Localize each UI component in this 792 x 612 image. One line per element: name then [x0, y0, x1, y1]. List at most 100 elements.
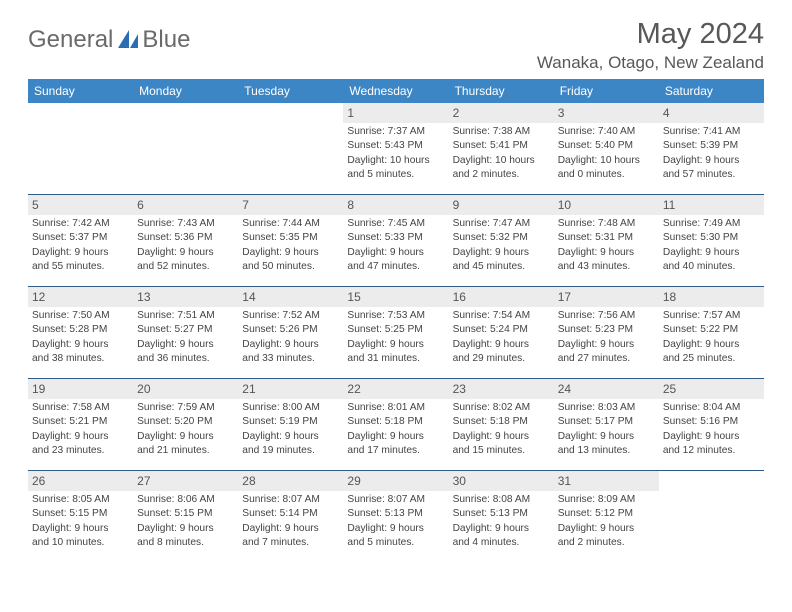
day-number: 30 — [449, 471, 554, 491]
day-number: 7 — [238, 195, 343, 215]
day-info: Sunrise: 8:02 AMSunset: 5:18 PMDaylight:… — [453, 401, 550, 458]
calendar-grid: Sunday Monday Tuesday Wednesday Thursday… — [28, 79, 764, 563]
day-info: Sunrise: 7:47 AMSunset: 5:32 PMDaylight:… — [453, 217, 550, 274]
day-number: 10 — [554, 195, 659, 215]
info-line: and 33 minutes. — [242, 352, 339, 366]
calendar-cell: 8Sunrise: 7:45 AMSunset: 5:33 PMDaylight… — [343, 195, 448, 287]
info-line: Sunset: 5:28 PM — [32, 323, 129, 337]
info-line: and 2 minutes. — [453, 168, 550, 182]
info-line: and 13 minutes. — [558, 444, 655, 458]
day-header: Tuesday — [238, 79, 343, 103]
day-info: Sunrise: 7:59 AMSunset: 5:20 PMDaylight:… — [137, 401, 234, 458]
day-info: Sunrise: 7:44 AMSunset: 5:35 PMDaylight:… — [242, 217, 339, 274]
info-line: Sunrise: 7:45 AM — [347, 217, 444, 231]
day-number: 23 — [449, 379, 554, 399]
info-line: Daylight: 9 hours — [137, 522, 234, 536]
calendar-cell: 4Sunrise: 7:41 AMSunset: 5:39 PMDaylight… — [659, 103, 764, 195]
info-line: Daylight: 9 hours — [453, 246, 550, 260]
info-line: Sunset: 5:36 PM — [137, 231, 234, 245]
info-line: and 36 minutes. — [137, 352, 234, 366]
calendar-cell: 23Sunrise: 8:02 AMSunset: 5:18 PMDayligh… — [449, 379, 554, 471]
day-header: Friday — [554, 79, 659, 103]
info-line: Sunrise: 7:51 AM — [137, 309, 234, 323]
info-line: Daylight: 9 hours — [32, 430, 129, 444]
month-title: May 2024 — [537, 18, 764, 51]
day-info: Sunrise: 7:45 AMSunset: 5:33 PMDaylight:… — [347, 217, 444, 274]
info-line: Daylight: 9 hours — [242, 430, 339, 444]
info-line: Sunrise: 7:49 AM — [663, 217, 760, 231]
info-line: Daylight: 9 hours — [663, 430, 760, 444]
info-line: Sunrise: 8:02 AM — [453, 401, 550, 415]
day-header-row: Sunday Monday Tuesday Wednesday Thursday… — [28, 79, 764, 103]
calendar-cell: 31Sunrise: 8:09 AMSunset: 5:12 PMDayligh… — [554, 471, 659, 563]
day-number: 24 — [554, 379, 659, 399]
day-number: 20 — [133, 379, 238, 399]
location-label: Wanaka, Otago, New Zealand — [537, 53, 764, 73]
day-number: 12 — [28, 287, 133, 307]
info-line: Daylight: 9 hours — [453, 522, 550, 536]
info-line: and 47 minutes. — [347, 260, 444, 274]
calendar-cell: 16Sunrise: 7:54 AMSunset: 5:24 PMDayligh… — [449, 287, 554, 379]
day-number: 15 — [343, 287, 448, 307]
calendar-cell: 7Sunrise: 7:44 AMSunset: 5:35 PMDaylight… — [238, 195, 343, 287]
info-line: Sunset: 5:25 PM — [347, 323, 444, 337]
info-line: Sunrise: 7:42 AM — [32, 217, 129, 231]
info-line: and 25 minutes. — [663, 352, 760, 366]
info-line: Sunrise: 7:44 AM — [242, 217, 339, 231]
calendar-cell: 22Sunrise: 8:01 AMSunset: 5:18 PMDayligh… — [343, 379, 448, 471]
calendar-cell: 9Sunrise: 7:47 AMSunset: 5:32 PMDaylight… — [449, 195, 554, 287]
info-line: Daylight: 9 hours — [663, 338, 760, 352]
info-line: Sunrise: 7:37 AM — [347, 125, 444, 139]
info-line: and 15 minutes. — [453, 444, 550, 458]
day-info: Sunrise: 8:09 AMSunset: 5:12 PMDaylight:… — [558, 493, 655, 550]
info-line: Sunrise: 8:05 AM — [32, 493, 129, 507]
info-line: Daylight: 9 hours — [137, 338, 234, 352]
day-info: Sunrise: 8:07 AMSunset: 5:13 PMDaylight:… — [347, 493, 444, 550]
day-info: Sunrise: 7:49 AMSunset: 5:30 PMDaylight:… — [663, 217, 760, 274]
info-line: Sunrise: 8:08 AM — [453, 493, 550, 507]
calendar-cell: 5Sunrise: 7:42 AMSunset: 5:37 PMDaylight… — [28, 195, 133, 287]
calendar-cell — [659, 471, 764, 563]
info-line: Daylight: 9 hours — [242, 246, 339, 260]
day-info: Sunrise: 7:42 AMSunset: 5:37 PMDaylight:… — [32, 217, 129, 274]
day-info: Sunrise: 8:07 AMSunset: 5:14 PMDaylight:… — [242, 493, 339, 550]
day-number: 29 — [343, 471, 448, 491]
info-line: Sunrise: 8:00 AM — [242, 401, 339, 415]
calendar-week: 5Sunrise: 7:42 AMSunset: 5:37 PMDaylight… — [28, 195, 764, 287]
info-line: Sunset: 5:37 PM — [32, 231, 129, 245]
day-info: Sunrise: 7:40 AMSunset: 5:40 PMDaylight:… — [558, 125, 655, 182]
info-line: Sunrise: 8:03 AM — [558, 401, 655, 415]
day-number: 11 — [659, 195, 764, 215]
day-number: 17 — [554, 287, 659, 307]
info-line: and 4 minutes. — [453, 536, 550, 550]
info-line: Sunrise: 7:59 AM — [137, 401, 234, 415]
calendar-cell: 6Sunrise: 7:43 AMSunset: 5:36 PMDaylight… — [133, 195, 238, 287]
info-line: Sunrise: 7:56 AM — [558, 309, 655, 323]
info-line: and 2 minutes. — [558, 536, 655, 550]
calendar-cell: 27Sunrise: 8:06 AMSunset: 5:15 PMDayligh… — [133, 471, 238, 563]
day-info: Sunrise: 7:38 AMSunset: 5:41 PMDaylight:… — [453, 125, 550, 182]
info-line: and 43 minutes. — [558, 260, 655, 274]
info-line: Sunrise: 7:47 AM — [453, 217, 550, 231]
info-line: Sunset: 5:33 PM — [347, 231, 444, 245]
info-line: and 21 minutes. — [137, 444, 234, 458]
info-line: Daylight: 9 hours — [347, 246, 444, 260]
info-line: and 17 minutes. — [347, 444, 444, 458]
info-line: and 7 minutes. — [242, 536, 339, 550]
calendar-cell — [133, 103, 238, 195]
info-line: Daylight: 9 hours — [663, 154, 760, 168]
info-line: and 29 minutes. — [453, 352, 550, 366]
info-line: Sunrise: 7:58 AM — [32, 401, 129, 415]
info-line: Sunrise: 7:52 AM — [242, 309, 339, 323]
info-line: Sunrise: 7:48 AM — [558, 217, 655, 231]
calendar-week: 1Sunrise: 7:37 AMSunset: 5:43 PMDaylight… — [28, 103, 764, 195]
day-info: Sunrise: 7:43 AMSunset: 5:36 PMDaylight:… — [137, 217, 234, 274]
calendar-cell: 15Sunrise: 7:53 AMSunset: 5:25 PMDayligh… — [343, 287, 448, 379]
day-info: Sunrise: 8:08 AMSunset: 5:13 PMDaylight:… — [453, 493, 550, 550]
info-line: Sunset: 5:32 PM — [453, 231, 550, 245]
info-line: and 12 minutes. — [663, 444, 760, 458]
info-line: Sunset: 5:26 PM — [242, 323, 339, 337]
calendar-cell: 11Sunrise: 7:49 AMSunset: 5:30 PMDayligh… — [659, 195, 764, 287]
info-line: Sunset: 5:12 PM — [558, 507, 655, 521]
calendar-cell: 2Sunrise: 7:38 AMSunset: 5:41 PMDaylight… — [449, 103, 554, 195]
